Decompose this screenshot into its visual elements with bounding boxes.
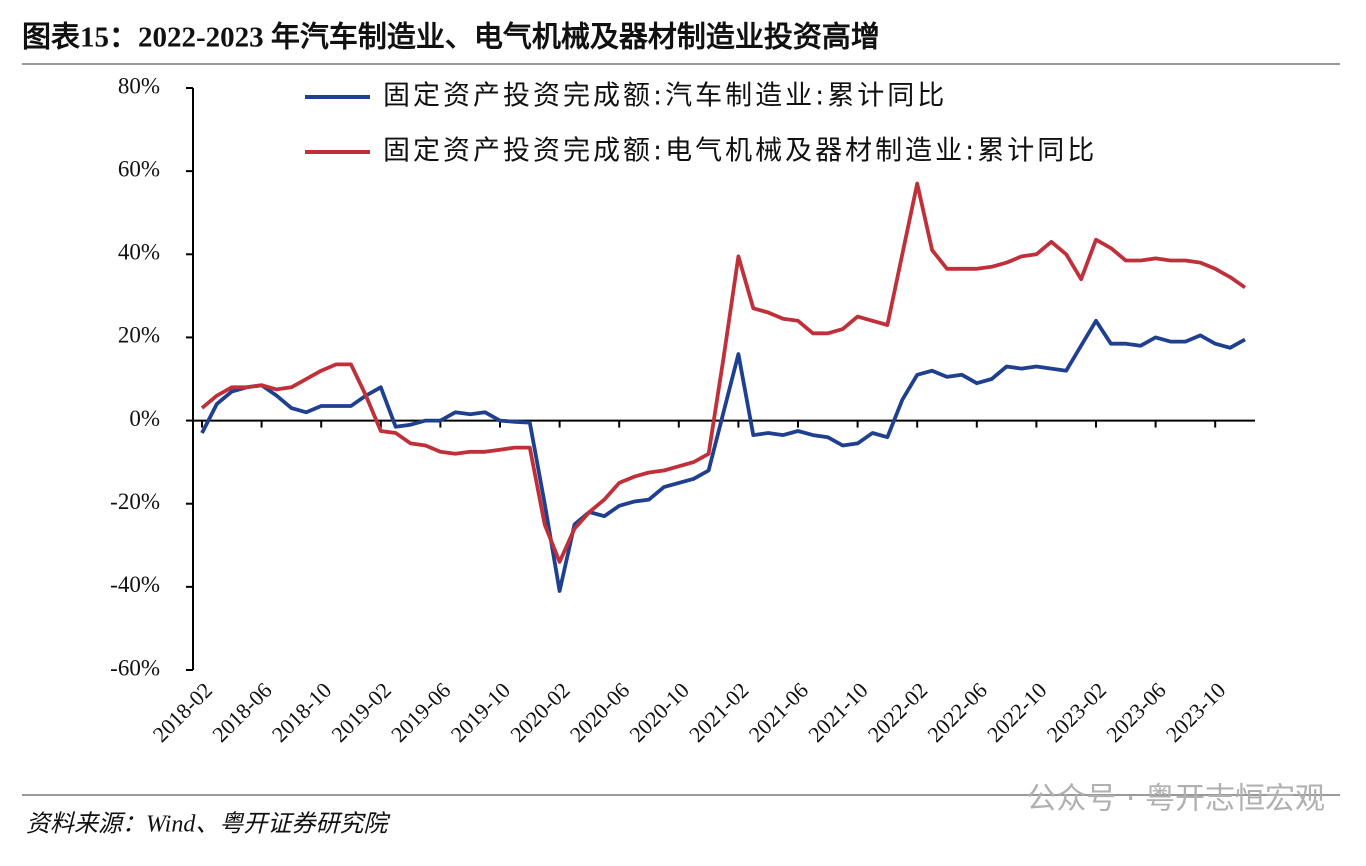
x-tick-label: 2018-10 — [267, 677, 337, 747]
y-tick-label: -40% — [110, 572, 160, 597]
y-tick-label: -60% — [110, 655, 160, 680]
y-tick-label: 0% — [129, 406, 160, 431]
x-tick-label: 2020-10 — [624, 677, 694, 747]
x-tick-label: 2019-06 — [386, 677, 456, 747]
x-tick-label: 2020-02 — [505, 677, 575, 747]
x-tick-label: 2018-02 — [148, 677, 218, 747]
legend-label: 固定资产投资完成额:汽车制造业:累计同比 — [383, 81, 947, 112]
x-tick-label: 2018-06 — [207, 677, 277, 747]
x-tick-label: 2019-02 — [326, 677, 396, 747]
legend-label: 固定资产投资完成额:电气机械及器材制造业:累计同比 — [383, 136, 1097, 167]
y-tick-label: -20% — [110, 489, 160, 514]
chart-title: 图表15：2022-2023 年汽车制造业、电气机械及器材制造业投资高增 — [22, 20, 880, 54]
watermark: 公众号 · 粤开志恒宏观 — [1026, 782, 1325, 817]
y-tick-label: 20% — [118, 323, 160, 348]
x-tick-label: 2022-10 — [982, 677, 1052, 747]
y-tick-label: 80% — [118, 73, 160, 98]
y-tick-label: 60% — [118, 156, 160, 181]
source: 资料来源：Wind、粤开证券研究院 — [26, 811, 391, 838]
x-tick-label: 2019-10 — [446, 677, 516, 747]
x-tick-label: 2022-06 — [922, 677, 992, 747]
x-tick-label: 2023-10 — [1161, 677, 1231, 747]
y-tick-label: 40% — [118, 240, 160, 265]
x-tick-label: 2023-02 — [1042, 677, 1112, 747]
x-tick-label: 2021-02 — [684, 677, 754, 747]
series-line — [200, 181, 1247, 564]
x-tick-label: 2023-06 — [1101, 677, 1171, 747]
series-line — [200, 318, 1246, 593]
x-tick-label: 2022-02 — [863, 677, 933, 747]
x-tick-label: 2020-06 — [565, 677, 635, 747]
x-tick-label: 2021-10 — [803, 677, 873, 747]
x-tick-label: 2021-06 — [744, 677, 814, 747]
